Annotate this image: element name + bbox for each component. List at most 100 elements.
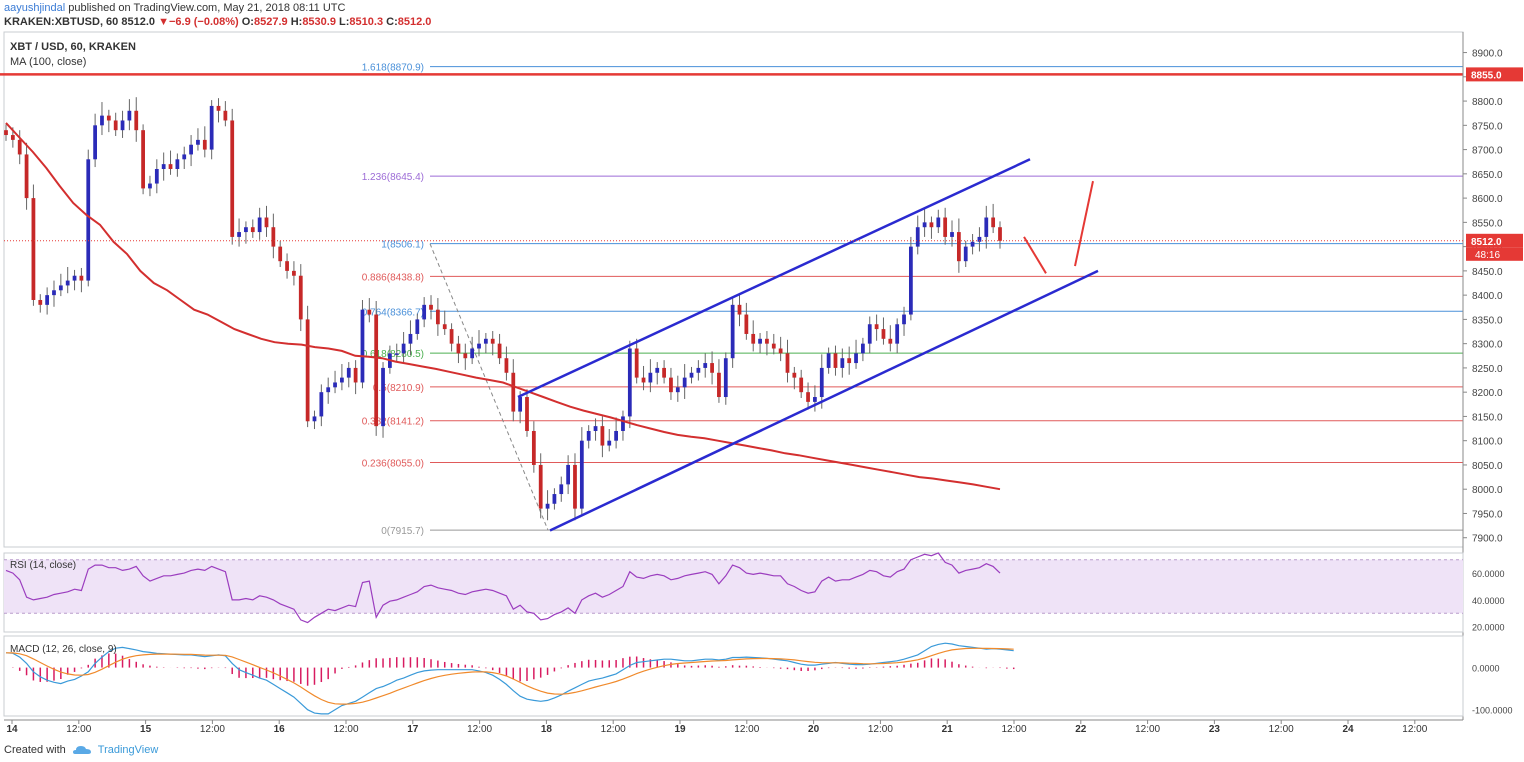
low-value: 8510.3 bbox=[349, 16, 384, 28]
candle-body bbox=[367, 309, 372, 315]
candle-body bbox=[758, 338, 762, 344]
candle-body bbox=[936, 217, 941, 228]
candle-body bbox=[340, 377, 344, 383]
time-axis: 14 12:00 15 12:00 16 12:00 17 12:00 18 12:00 19 12:… bbox=[4, 719, 1463, 735]
candle-body bbox=[847, 358, 852, 364]
y-tick-label: 8800.0 bbox=[1472, 97, 1503, 108]
y-tick-label: 8300.0 bbox=[1472, 340, 1503, 351]
candle-body bbox=[785, 353, 790, 373]
countdown-tag bbox=[1466, 247, 1523, 261]
y-tick-label: 8350.0 bbox=[1472, 315, 1503, 326]
x-tick-label: 12:00 bbox=[200, 724, 225, 735]
candle-body bbox=[292, 270, 296, 276]
candle-body bbox=[65, 280, 70, 286]
candle-body bbox=[751, 333, 756, 344]
candle-body bbox=[374, 314, 379, 427]
candle-body bbox=[381, 367, 385, 427]
symbol-label: KRAKEN:XBTUSD, 60 bbox=[4, 16, 119, 28]
candle-body bbox=[175, 159, 180, 169]
candle-body bbox=[449, 329, 454, 344]
candle-body bbox=[730, 304, 735, 359]
candle-body bbox=[669, 377, 673, 393]
y-tick-label: 7950.0 bbox=[1472, 509, 1503, 520]
candle-body bbox=[977, 236, 982, 242]
tradingview-link[interactable]: TradingView bbox=[97, 744, 159, 756]
projection-down-line bbox=[1023, 236, 1047, 274]
x-tick-label: 20 bbox=[808, 724, 820, 735]
candle-body bbox=[497, 343, 502, 359]
candle-body bbox=[723, 358, 728, 398]
candle-body bbox=[696, 367, 701, 373]
candle-body bbox=[662, 367, 666, 378]
fib-level-label: 1(8506.1) bbox=[381, 240, 424, 251]
x-tick-label: 12:00 bbox=[1402, 724, 1427, 735]
candle-body bbox=[799, 377, 804, 393]
price-change: −6.9 (−0.08%) bbox=[168, 16, 239, 28]
x-tick-label: 19 bbox=[674, 724, 686, 735]
ma-legend: MA (100, close) bbox=[10, 56, 86, 68]
fib-level-label: 0.236(8055.0) bbox=[362, 459, 424, 470]
fib-level-label: 0(7915.7) bbox=[381, 526, 424, 537]
candle-body bbox=[333, 382, 337, 388]
candle-body bbox=[4, 130, 8, 136]
y-tick-label: 8600.0 bbox=[1472, 194, 1503, 205]
macd-pane: 0.0000 -100.0000 bbox=[3, 635, 1513, 717]
candle-body bbox=[408, 333, 413, 344]
candle-body bbox=[182, 154, 187, 160]
y-tick-label: 8900.0 bbox=[1472, 49, 1503, 60]
x-tick-label: 12:00 bbox=[734, 724, 759, 735]
candle-body bbox=[943, 217, 948, 237]
x-tick-label: 12:00 bbox=[601, 724, 626, 735]
candle-body bbox=[806, 392, 810, 402]
y-tick-label: 8250.0 bbox=[1472, 364, 1503, 375]
candle-body bbox=[360, 309, 365, 383]
candle-body bbox=[346, 367, 351, 378]
candle-body bbox=[250, 227, 255, 233]
fib-level-label: 1.236(8645.4) bbox=[362, 172, 424, 183]
x-tick-label: 15 bbox=[140, 724, 152, 735]
chart-header: aayushjindal published on TradingView.co… bbox=[0, 0, 1524, 30]
candlestick-series bbox=[4, 97, 1002, 521]
candle-body bbox=[627, 348, 632, 417]
trend-drawings bbox=[517, 158, 1099, 532]
y-tick-label: 8150.0 bbox=[1472, 412, 1503, 423]
candle-body bbox=[100, 115, 104, 126]
candle-body bbox=[573, 464, 577, 509]
candle-body bbox=[189, 144, 193, 155]
candle-body bbox=[223, 110, 228, 121]
candle-body bbox=[566, 464, 571, 485]
resistance-price-tag bbox=[1466, 67, 1523, 82]
candle-body bbox=[45, 295, 50, 305]
candle-body bbox=[744, 314, 749, 334]
candle-body bbox=[984, 217, 989, 237]
candle-body bbox=[956, 232, 961, 262]
countdown-label: 48:16 bbox=[1475, 250, 1500, 261]
candle-body bbox=[442, 324, 447, 330]
signal-line bbox=[5, 647, 1014, 705]
publish-info: published on TradingView.com, May 21, 20… bbox=[68, 2, 346, 14]
candle-body bbox=[10, 135, 15, 140]
last-price: 8512.0 bbox=[121, 16, 156, 28]
candle-body bbox=[17, 139, 22, 155]
candle-body bbox=[833, 353, 838, 368]
last-price-tag bbox=[1466, 233, 1523, 248]
candle-body bbox=[586, 430, 591, 441]
candle-body bbox=[401, 343, 406, 354]
candle-body bbox=[113, 120, 118, 131]
fib-level-label: 0.618(8280.5) bbox=[362, 349, 424, 360]
candle-body bbox=[675, 387, 680, 393]
publisher-link[interactable]: aayushjindal bbox=[4, 2, 66, 14]
candle-body bbox=[545, 503, 550, 509]
candle-body bbox=[154, 168, 159, 184]
y-tick-label: 8550.0 bbox=[1472, 218, 1503, 229]
close-label: C: bbox=[386, 16, 398, 28]
rsi-line bbox=[5, 552, 1001, 624]
candle-body bbox=[867, 324, 872, 344]
candle-body bbox=[72, 275, 77, 281]
candle-body bbox=[264, 217, 269, 228]
candle-body bbox=[305, 319, 310, 422]
x-tick-label: 16 bbox=[274, 724, 286, 735]
candle-body bbox=[703, 363, 708, 368]
macd-legend: MACD (12, 26, close, 9) bbox=[10, 644, 117, 655]
